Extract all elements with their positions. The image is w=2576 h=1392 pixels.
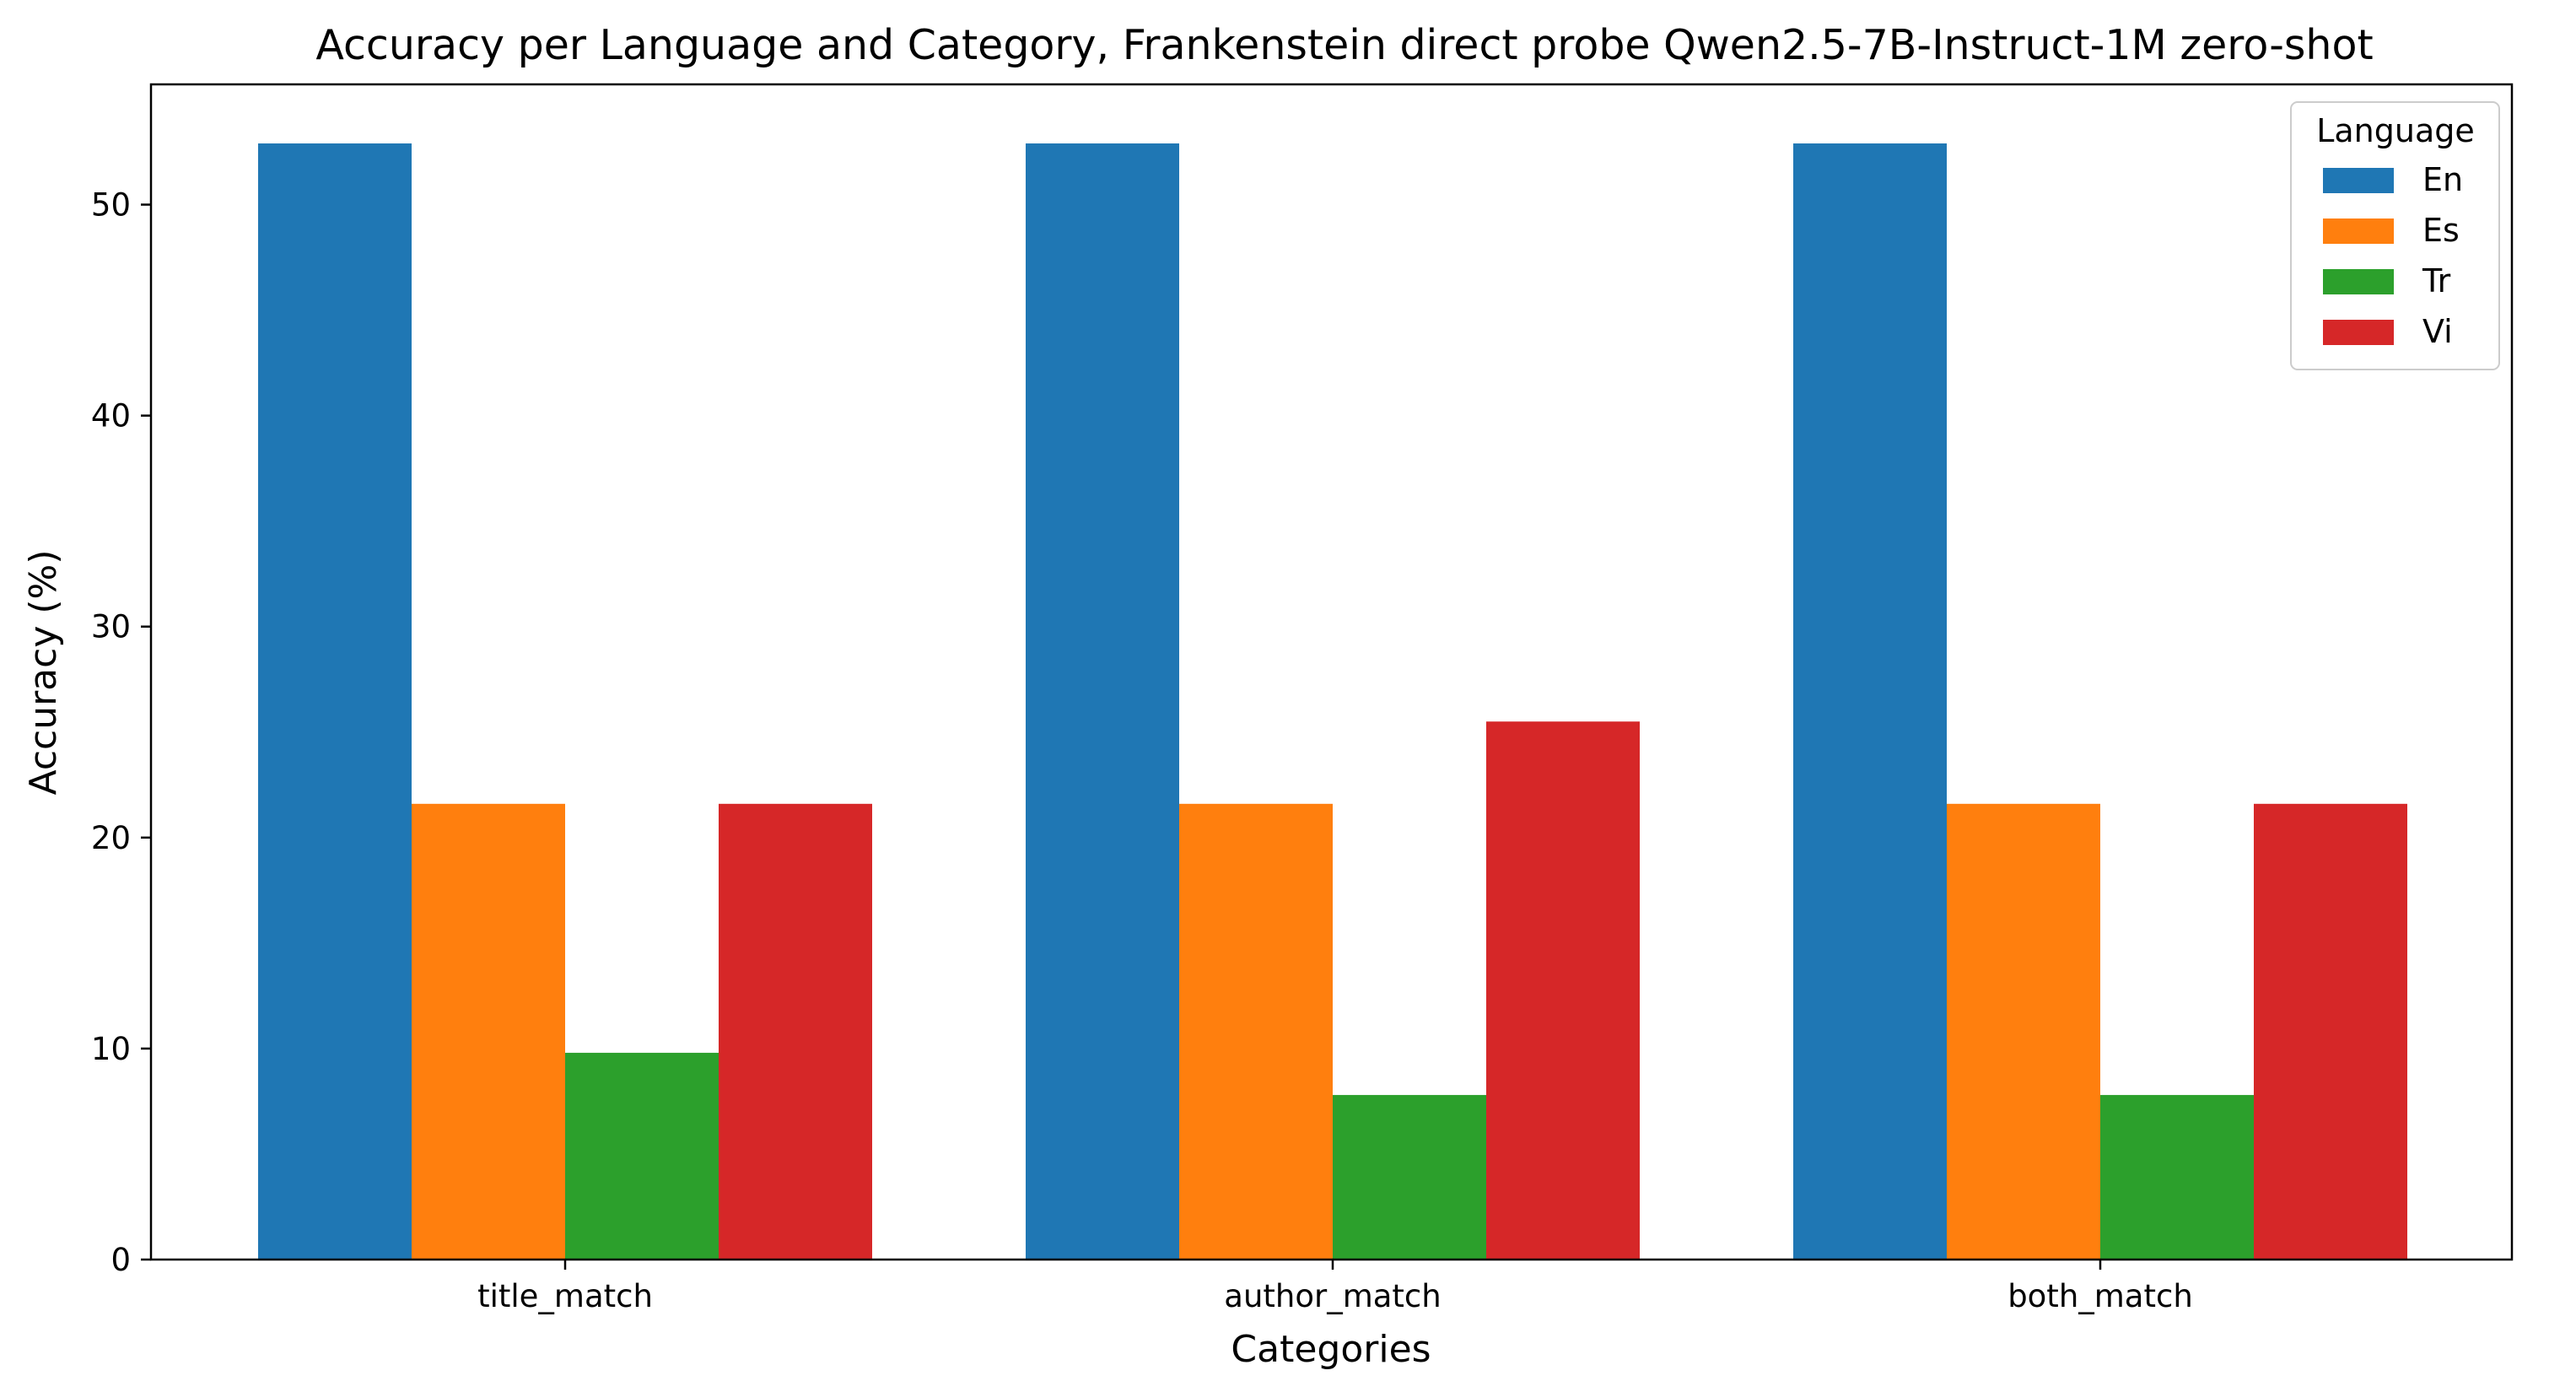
- bar-en-both_match: [1793, 143, 1947, 1260]
- legend-label-en: En: [2422, 161, 2463, 198]
- legend-swatch-es: [2323, 219, 2394, 244]
- y-tick-label: 50: [91, 187, 131, 224]
- y-tick-label: 30: [91, 609, 131, 645]
- y-tick-label: 0: [110, 1242, 131, 1278]
- bar-vi-title_match: [719, 803, 872, 1260]
- y-tick-label: 20: [91, 820, 131, 856]
- legend: Language En Es Tr Vi: [2290, 101, 2500, 370]
- legend-swatch-tr: [2323, 269, 2394, 294]
- legend-title: Language: [2316, 112, 2475, 149]
- x-tick-label: title_match: [477, 1278, 653, 1314]
- plot-frame: [149, 83, 2514, 1261]
- y-tick-label: 10: [91, 1031, 131, 1067]
- bar-tr-both_match: [2100, 1094, 2254, 1260]
- bar-vi-author_match: [1486, 721, 1640, 1260]
- bar-es-title_match: [412, 803, 565, 1260]
- legend-label-tr: Tr: [2422, 262, 2451, 299]
- x-tick-label: author_match: [1224, 1278, 1441, 1314]
- legend-label-es: Es: [2422, 212, 2460, 249]
- y-tick-label: 40: [91, 398, 131, 434]
- legend-swatch-vi: [2323, 320, 2394, 345]
- bar-vi-both_match: [2254, 803, 2407, 1260]
- x-axis-ticks: title_match author_match both_match: [477, 1260, 2193, 1314]
- bar-tr-title_match: [565, 1052, 719, 1260]
- y-axis-label: Accuracy (%): [22, 549, 65, 795]
- bar-en-title_match: [258, 143, 412, 1260]
- legend-label-vi: Vi: [2422, 313, 2453, 350]
- bar-es-author_match: [1179, 803, 1333, 1260]
- x-axis-label: Categories: [1231, 1328, 1431, 1371]
- y-axis-ticks: 0 10 20 30 40 50: [91, 187, 151, 1278]
- bar-en-author_match: [1026, 143, 1179, 1260]
- bar-tr-author_match: [1333, 1094, 1486, 1260]
- bars-group: [258, 143, 2407, 1260]
- chart-title: Accuracy per Language and Category, Fran…: [315, 21, 2373, 69]
- legend-swatch-en: [2323, 168, 2394, 193]
- x-tick-label: both_match: [2007, 1278, 2193, 1314]
- bar-es-both_match: [1947, 803, 2100, 1260]
- legend-items: En Es Tr Vi: [2323, 161, 2463, 350]
